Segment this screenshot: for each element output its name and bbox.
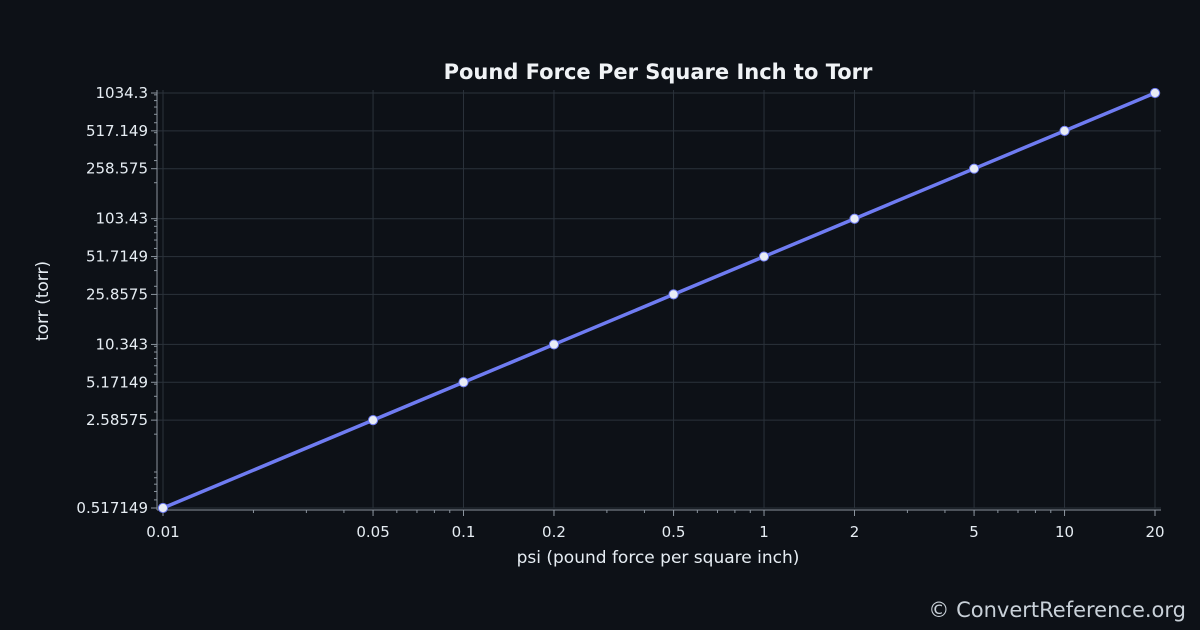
x-tick-label: 0.5 — [662, 523, 686, 541]
x-tick-label: 0.2 — [542, 523, 566, 541]
x-tick-label: 10 — [1055, 523, 1074, 541]
x-tick-label: 2 — [850, 523, 860, 541]
data-point — [157, 502, 169, 514]
data-point — [758, 251, 770, 262]
x-axis-label: psi (pound force per square inch) — [517, 548, 800, 568]
series-line — [161, 91, 1157, 510]
data-point — [1059, 125, 1070, 136]
data-point — [1149, 87, 1161, 99]
y-tick-label: 0.517149 — [76, 499, 148, 517]
series — [157, 87, 1161, 514]
x-tick-label: 20 — [1145, 523, 1164, 541]
x-tick-label: 0.05 — [356, 523, 389, 541]
credit-text: © ConvertReference.org — [928, 598, 1186, 622]
y-tick-label: 258.575 — [86, 160, 148, 178]
data-point — [849, 213, 860, 224]
y-tick-label: 5.17149 — [86, 373, 148, 391]
data-point — [458, 377, 469, 388]
axes — [156, 90, 1161, 511]
x-tick-label: 1 — [759, 523, 769, 541]
y-axis-label: torr (torr) — [33, 261, 53, 341]
y-tick-label: 517.149 — [86, 122, 148, 140]
y-tick-label: 10.343 — [96, 335, 149, 353]
data-point — [668, 289, 679, 300]
x-tick-label: 0.1 — [452, 523, 476, 541]
y-tick-label: 103.43 — [96, 210, 149, 228]
x-tick-label: 0.01 — [146, 523, 179, 541]
ticks: 0.01 0.05 0.1 0.2 0.5 1 2 5 10 20 0.517149 2.58575 5… — [76, 84, 1164, 541]
y-tick-label: 51.7149 — [86, 248, 148, 266]
data-point — [968, 163, 980, 174]
y-tick-label: 2.58575 — [86, 411, 148, 429]
y-tick-label: 1034.3 — [96, 84, 149, 102]
grid — [157, 90, 1161, 509]
data-point — [548, 339, 560, 350]
x-tick-label: 5 — [969, 523, 979, 541]
y-tick-label: 25.8575 — [86, 285, 148, 303]
chart-title: Pound Force Per Square Inch to Torr — [444, 60, 873, 84]
data-point — [367, 415, 379, 426]
